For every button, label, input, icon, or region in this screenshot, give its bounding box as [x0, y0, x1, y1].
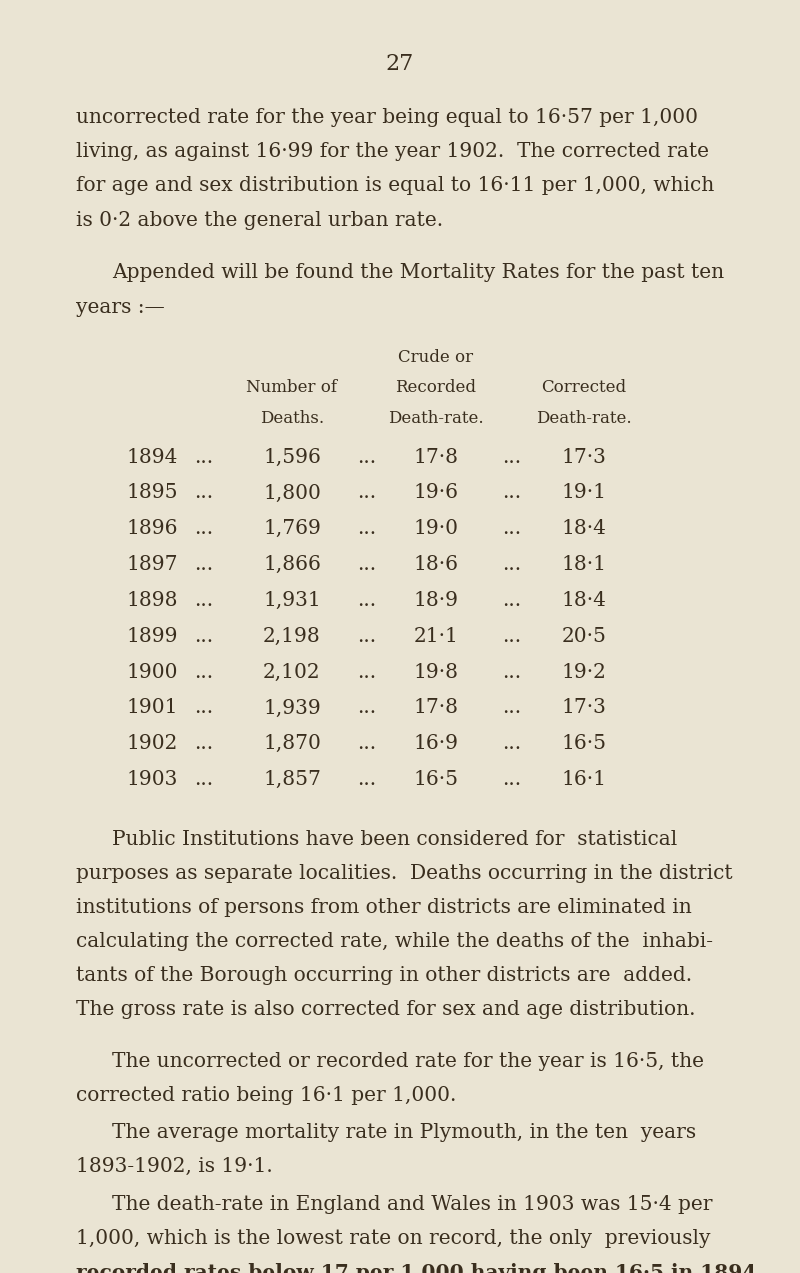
- Text: purposes as separate localities.  Deaths occurring in the district: purposes as separate localities. Deaths …: [76, 864, 733, 883]
- Text: 1903: 1903: [126, 770, 178, 789]
- Text: Public Institutions have been considered for  statistical: Public Institutions have been considered…: [112, 830, 678, 849]
- Text: 19·0: 19·0: [414, 519, 458, 538]
- Text: recorded rates below 17 per 1,000 having been 16·5 in 1894,: recorded rates below 17 per 1,000 having…: [76, 1263, 763, 1273]
- Text: ...: ...: [357, 555, 376, 574]
- Text: 19·2: 19·2: [562, 663, 606, 681]
- Text: ...: ...: [194, 519, 214, 538]
- Text: ...: ...: [194, 699, 214, 718]
- Text: 1897: 1897: [126, 555, 178, 574]
- Text: 1,931: 1,931: [263, 591, 321, 610]
- Text: 2,198: 2,198: [263, 626, 321, 645]
- Text: ...: ...: [502, 448, 522, 467]
- Text: ...: ...: [502, 626, 522, 645]
- Text: 17·3: 17·3: [562, 699, 606, 718]
- Text: ...: ...: [194, 555, 214, 574]
- Text: ...: ...: [194, 770, 214, 789]
- Text: ...: ...: [357, 519, 376, 538]
- Text: 16·9: 16·9: [414, 735, 458, 754]
- Text: ...: ...: [502, 663, 522, 681]
- Text: Deaths.: Deaths.: [260, 410, 324, 428]
- Text: 17·3: 17·3: [562, 448, 606, 467]
- Text: 21·1: 21·1: [414, 626, 458, 645]
- Text: ...: ...: [502, 699, 522, 718]
- Text: for age and sex distribution is equal to 16·11 per 1,000, which: for age and sex distribution is equal to…: [76, 177, 714, 196]
- Text: ...: ...: [502, 519, 522, 538]
- Text: ...: ...: [502, 735, 522, 754]
- Text: 1,800: 1,800: [263, 484, 321, 503]
- Text: ...: ...: [357, 626, 376, 645]
- Text: 18·4: 18·4: [562, 519, 606, 538]
- Text: 1898: 1898: [126, 591, 178, 610]
- Text: Corrected: Corrected: [542, 379, 626, 396]
- Text: ...: ...: [502, 484, 522, 503]
- Text: ...: ...: [357, 699, 376, 718]
- Text: ...: ...: [357, 591, 376, 610]
- Text: 1902: 1902: [126, 735, 178, 754]
- Text: The death-rate in England and Wales in 1903 was 15·4 per: The death-rate in England and Wales in 1…: [112, 1195, 713, 1214]
- Text: ...: ...: [357, 663, 376, 681]
- Text: Death-rate.: Death-rate.: [388, 410, 484, 428]
- Text: 1901: 1901: [126, 699, 178, 718]
- Text: 1894: 1894: [126, 448, 178, 467]
- Text: ...: ...: [502, 591, 522, 610]
- Text: Crude or: Crude or: [398, 349, 474, 365]
- Text: The gross rate is also corrected for sex and age distribution.: The gross rate is also corrected for sex…: [76, 1001, 695, 1020]
- Text: 18·4: 18·4: [562, 591, 606, 610]
- Text: ...: ...: [194, 448, 214, 467]
- Text: ...: ...: [194, 484, 214, 503]
- Text: 18·6: 18·6: [414, 555, 458, 574]
- Text: 1893-1902, is 19·1.: 1893-1902, is 19·1.: [76, 1157, 273, 1176]
- Text: 17·8: 17·8: [414, 448, 458, 467]
- Text: 1,939: 1,939: [263, 699, 321, 718]
- Text: is 0·2 above the general urban rate.: is 0·2 above the general urban rate.: [76, 210, 443, 229]
- Text: 17·8: 17·8: [414, 699, 458, 718]
- Text: 1,596: 1,596: [263, 448, 321, 467]
- Text: 1896: 1896: [126, 519, 178, 538]
- Text: 19·6: 19·6: [414, 484, 458, 503]
- Text: ...: ...: [357, 484, 376, 503]
- Text: ...: ...: [194, 591, 214, 610]
- Text: Number of: Number of: [246, 379, 338, 396]
- Text: Appended will be found the Mortality Rates for the past ten: Appended will be found the Mortality Rat…: [112, 264, 724, 283]
- Text: calculating the corrected rate, while the deaths of the  inhabi-: calculating the corrected rate, while th…: [76, 932, 713, 951]
- Text: tants of the Borough occurring in other districts are  added.: tants of the Borough occurring in other …: [76, 966, 692, 985]
- Text: 19·1: 19·1: [562, 484, 606, 503]
- Text: ...: ...: [194, 626, 214, 645]
- Text: 1900: 1900: [126, 663, 178, 681]
- Text: ...: ...: [502, 555, 522, 574]
- Text: 1899: 1899: [126, 626, 178, 645]
- Text: The average mortality rate in Plymouth, in the ten  years: The average mortality rate in Plymouth, …: [112, 1123, 696, 1142]
- Text: 1,870: 1,870: [263, 735, 321, 754]
- Text: ...: ...: [194, 735, 214, 754]
- Text: 18·1: 18·1: [562, 555, 606, 574]
- Text: ...: ...: [357, 448, 376, 467]
- Text: 1,857: 1,857: [263, 770, 321, 789]
- Text: 20·5: 20·5: [562, 626, 606, 645]
- Text: 16·5: 16·5: [562, 735, 606, 754]
- Text: living, as against 16·99 for the year 1902.  The corrected rate: living, as against 16·99 for the year 19…: [76, 143, 709, 162]
- Text: years :—: years :—: [76, 298, 165, 317]
- Text: 2,102: 2,102: [263, 663, 321, 681]
- Text: ...: ...: [194, 663, 214, 681]
- Text: 1,769: 1,769: [263, 519, 321, 538]
- Text: 18·9: 18·9: [414, 591, 458, 610]
- Text: institutions of persons from other districts are eliminated in: institutions of persons from other distr…: [76, 897, 692, 917]
- Text: 1895: 1895: [126, 484, 178, 503]
- Text: corrected ratio being 16·1 per 1,000.: corrected ratio being 16·1 per 1,000.: [76, 1086, 456, 1105]
- Text: 27: 27: [386, 53, 414, 75]
- Text: ...: ...: [357, 770, 376, 789]
- Text: Death-rate.: Death-rate.: [536, 410, 632, 428]
- Text: uncorrected rate for the year being equal to 16·57 per 1,000: uncorrected rate for the year being equa…: [76, 108, 698, 127]
- Text: ...: ...: [357, 735, 376, 754]
- Text: Recorded: Recorded: [395, 379, 477, 396]
- Text: 1,000, which is the lowest rate on record, the only  previously: 1,000, which is the lowest rate on recor…: [76, 1228, 710, 1248]
- Text: 16·1: 16·1: [562, 770, 606, 789]
- Text: 16·5: 16·5: [414, 770, 458, 789]
- Text: 1,866: 1,866: [263, 555, 321, 574]
- Text: ...: ...: [502, 770, 522, 789]
- Text: 19·8: 19·8: [414, 663, 458, 681]
- Text: The uncorrected or recorded rate for the year is 16·5, the: The uncorrected or recorded rate for the…: [112, 1051, 704, 1071]
